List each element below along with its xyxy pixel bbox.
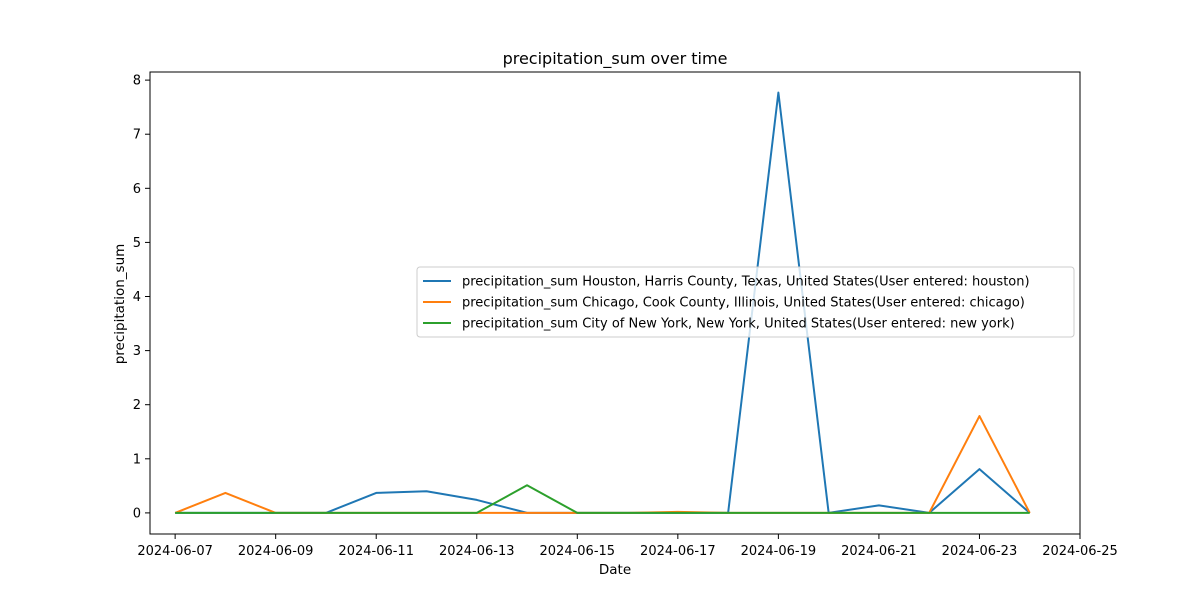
chart-title: precipitation_sum over time (503, 49, 728, 69)
x-tick-label: 2024-06-11 (338, 544, 414, 559)
x-tick-label: 2024-06-13 (439, 544, 515, 559)
y-tick-label: 8 (133, 74, 141, 89)
x-tick-label: 2024-06-07 (137, 544, 213, 559)
x-tick-label: 2024-06-09 (238, 544, 314, 559)
y-tick-label: 2 (133, 398, 141, 413)
x-axis: 2024-06-07 2024-06-09 2024-06-11 2024-06-13… (137, 534, 1118, 559)
x-tick-label: 2024-06-21 (841, 544, 917, 559)
x-tick-label: 2024-06-19 (741, 544, 817, 559)
legend-label-1: precipitation_sum Houston, Harris County… (462, 275, 1030, 290)
x-tick-label: 2024-06-15 (540, 544, 616, 559)
y-tick-label: 4 (133, 290, 141, 305)
y-axis: 0 1 2 3 4 5 6 7 8 (133, 74, 150, 521)
series-line-3 (175, 484, 1030, 514)
legend-label-3: precipitation_sum City of New York, New … (462, 317, 1015, 332)
x-tick-label: 2024-06-23 (942, 544, 1018, 559)
y-tick-label: 7 (133, 128, 141, 143)
x-axis-label: Date (599, 562, 631, 578)
y-tick-label: 6 (133, 182, 141, 197)
plot-frame (149, 71, 1081, 535)
y-tick-label: 3 (133, 344, 141, 359)
y-axis-label: precipitation_sum (112, 244, 128, 365)
y-tick-label: 1 (133, 452, 141, 467)
legend-box (416, 266, 1075, 338)
y-tick-label: 5 (133, 236, 141, 251)
x-tick-label: 2024-06-25 (1042, 544, 1118, 559)
legend: precipitation_sum Houston, Harris County… (416, 266, 1075, 338)
plot-area (149, 71, 1081, 535)
y-tick-label: 0 (133, 506, 141, 521)
legend-label-2: precipitation_sum Chicago, Cook County, … (462, 296, 1025, 311)
series-layer (174, 91, 1031, 514)
x-tick-label: 2024-06-17 (640, 544, 716, 559)
